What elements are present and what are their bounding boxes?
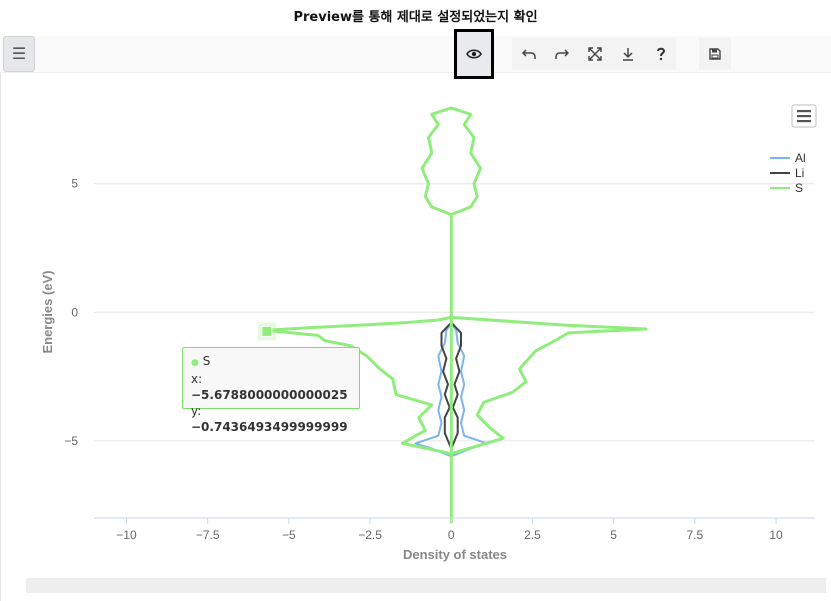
eye-icon	[466, 49, 482, 59]
left-border	[0, 72, 1, 601]
preview-highlight-box	[454, 29, 494, 79]
redo-icon	[555, 49, 569, 59]
x-tick-label: −5	[282, 528, 296, 542]
preview-button[interactable]	[458, 38, 490, 70]
context-menu-button[interactable]	[791, 104, 817, 128]
tooltip: ● S x: −5.6788000000000025 y: −0.7436493…	[182, 347, 360, 434]
legend-label-li: Li	[795, 166, 804, 180]
tooltip-series-dot: ●	[191, 358, 199, 368]
y-tick-label: 0	[71, 305, 78, 319]
undo-button[interactable]	[513, 38, 545, 70]
x-tick-label: 2.5	[524, 528, 541, 542]
axes: 5 0 −5 −10 −7.5 −5 −2.5 0 2.5 5 7.5 10	[64, 177, 815, 542]
hover-marker	[257, 322, 276, 341]
caption-text: Preview를 통해 제대로 설정되었는지 확인	[293, 10, 538, 25]
x-tick-label: 0	[448, 528, 455, 542]
tooltip-x-label: x:	[191, 372, 203, 386]
hamburger-icon: ☰	[11, 46, 27, 63]
legend-label-s: S	[795, 181, 803, 195]
y-tick-label: −5	[64, 434, 78, 448]
y-tick-label: 5	[71, 177, 78, 191]
menu-button[interactable]: ☰	[3, 36, 35, 72]
x-tick-label: 5	[610, 528, 617, 542]
undo-icon	[522, 49, 536, 59]
tooltip-y-label: y:	[191, 404, 202, 418]
download-button[interactable]	[612, 38, 644, 70]
toolbar-button-group	[512, 38, 676, 70]
chart-svg: 5 0 −5 −10 −7.5 −5 −2.5 0 2.5 5 7.5 10 Density of s…	[40, 104, 817, 562]
redo-button[interactable]	[546, 38, 578, 70]
tooltip-series: S	[202, 354, 211, 368]
x-tick-label: −2.5	[358, 528, 382, 542]
tooltip-y-value: −0.7436493499999999	[191, 420, 348, 434]
save-button-group	[699, 38, 731, 70]
x-tick-label: 10	[769, 528, 783, 542]
question-icon	[657, 47, 666, 61]
hamburger-icon	[797, 110, 811, 123]
scrollbar-track[interactable]	[26, 578, 826, 593]
x-axis-title: Density of states	[403, 547, 507, 562]
x-tick-label: 7.5	[686, 528, 703, 542]
download-icon	[623, 48, 633, 61]
tooltip-x-value: −5.6788000000000025	[191, 388, 348, 402]
hover-point	[261, 325, 273, 337]
legend-label-al: Al	[795, 151, 806, 165]
x-tick-label: −10	[116, 528, 137, 542]
save-button[interactable]	[699, 38, 731, 70]
series-group	[264, 106, 648, 524]
chart-toolbar	[0, 36, 831, 73]
x-tick-label: −7.5	[196, 528, 220, 542]
help-button[interactable]	[645, 38, 677, 70]
series-line-s	[264, 106, 648, 524]
expand-icon	[588, 47, 602, 61]
save-icon	[709, 48, 721, 60]
fullscreen-button[interactable]	[579, 38, 611, 70]
y-axis-title: Energies (eV)	[40, 270, 55, 353]
